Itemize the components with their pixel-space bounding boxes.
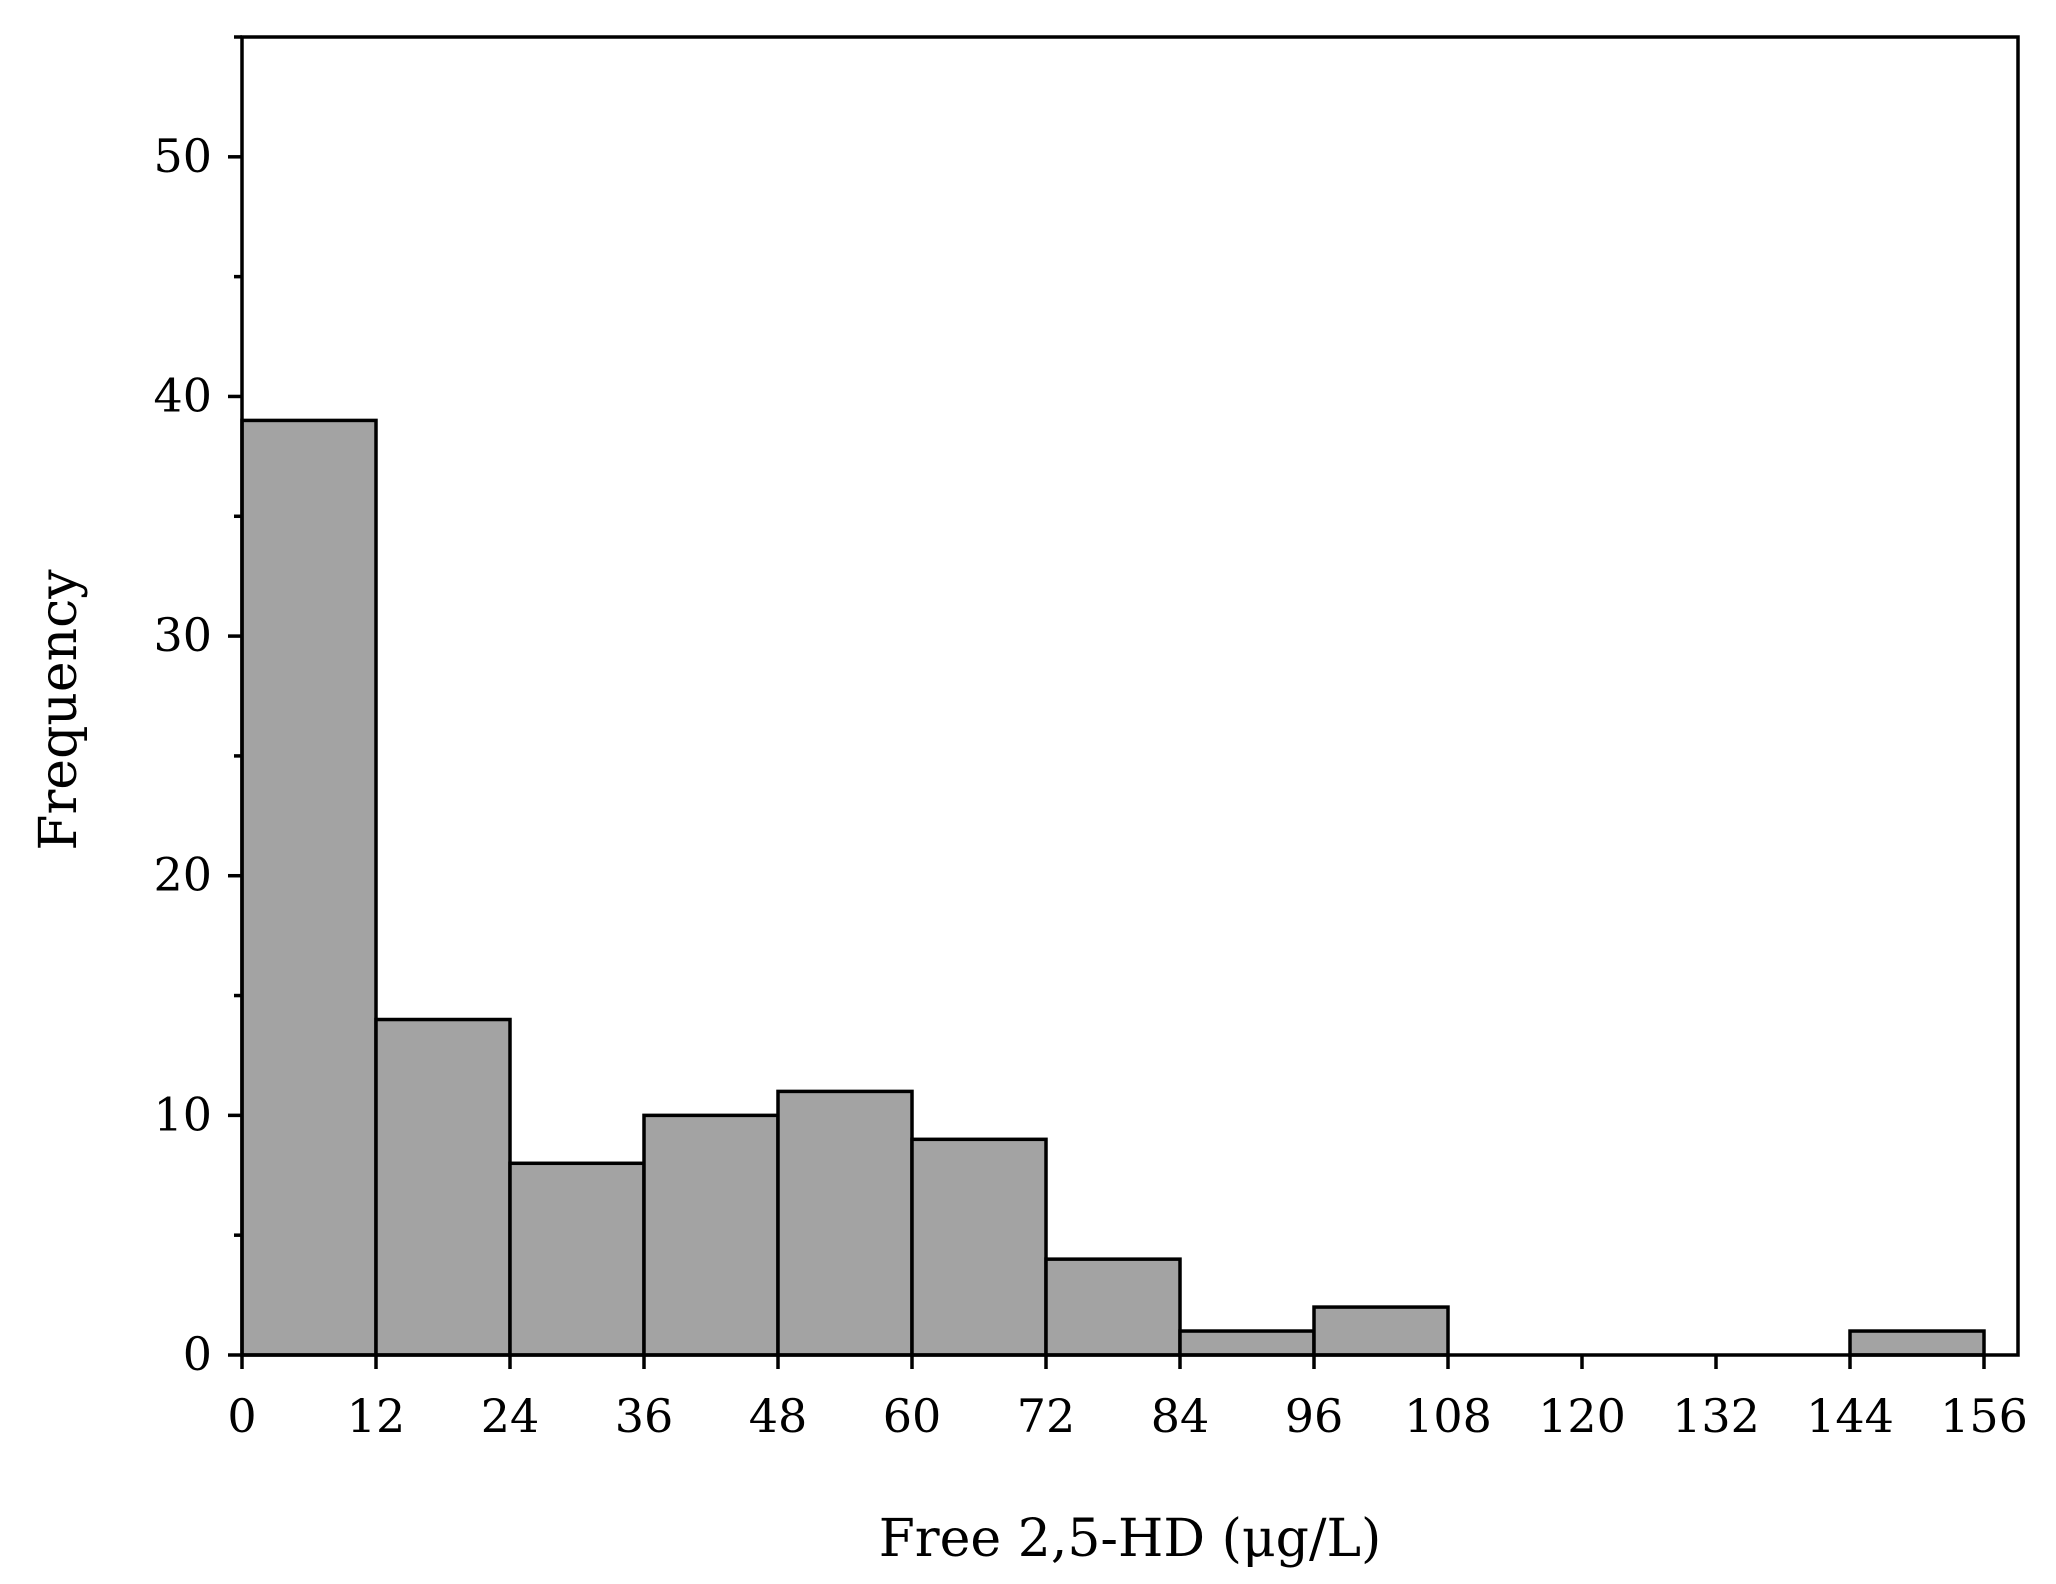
x-tick-label-72: 72 bbox=[1017, 1389, 1076, 1443]
x-axis-title: Free 2,5-HD (μg/L) bbox=[879, 1509, 1382, 1569]
y-tick-label-50: 50 bbox=[153, 129, 212, 183]
x-tick-label-96: 96 bbox=[1285, 1389, 1344, 1443]
x-tick-label-120: 120 bbox=[1538, 1389, 1626, 1443]
bar-24-36 bbox=[508, 1161, 646, 1357]
y-tick-label-30: 30 bbox=[153, 608, 212, 662]
y-axis: 0 10 20 30 40 50 bbox=[153, 35, 242, 1381]
x-tick-label-36: 36 bbox=[615, 1389, 674, 1443]
y-tick-label-40: 40 bbox=[153, 368, 212, 422]
bar-60-72 bbox=[910, 1137, 1048, 1357]
y-tick-label-0: 0 bbox=[183, 1327, 212, 1381]
x-tick-label-60: 60 bbox=[883, 1389, 942, 1443]
x-tick-label-12: 12 bbox=[347, 1389, 406, 1443]
x-tick-label-108: 108 bbox=[1404, 1389, 1492, 1443]
bars-layer bbox=[240, 418, 1986, 1357]
bar-36-48 bbox=[642, 1113, 780, 1357]
x-tick-label-144: 144 bbox=[1806, 1389, 1894, 1443]
x-tick-label-132: 132 bbox=[1672, 1389, 1760, 1443]
bar-48-60 bbox=[776, 1089, 914, 1357]
x-tick-label-0: 0 bbox=[227, 1389, 256, 1443]
plot-frame bbox=[240, 35, 2020, 1357]
x-tick-label-48: 48 bbox=[749, 1389, 808, 1443]
bar-72-84 bbox=[1044, 1257, 1182, 1357]
x-axis: 0 12 24 36 48 60 72 84 96 108 120 132 144 156 bbox=[227, 1355, 2028, 1443]
bar-84-96 bbox=[1178, 1329, 1316, 1357]
y-tick-label-20: 20 bbox=[153, 848, 212, 902]
bar-96-108 bbox=[1312, 1305, 1450, 1357]
bar-12-24 bbox=[374, 1017, 512, 1357]
bar-0-12 bbox=[240, 418, 378, 1357]
bar-144-156 bbox=[1848, 1329, 1986, 1357]
x-tick-label-156: 156 bbox=[1940, 1389, 2028, 1443]
x-tick-label-84: 84 bbox=[1151, 1389, 1210, 1443]
x-tick-label-24: 24 bbox=[481, 1389, 540, 1443]
y-axis-title: Frequency bbox=[29, 569, 89, 851]
y-tick-label-10: 10 bbox=[153, 1087, 212, 1141]
